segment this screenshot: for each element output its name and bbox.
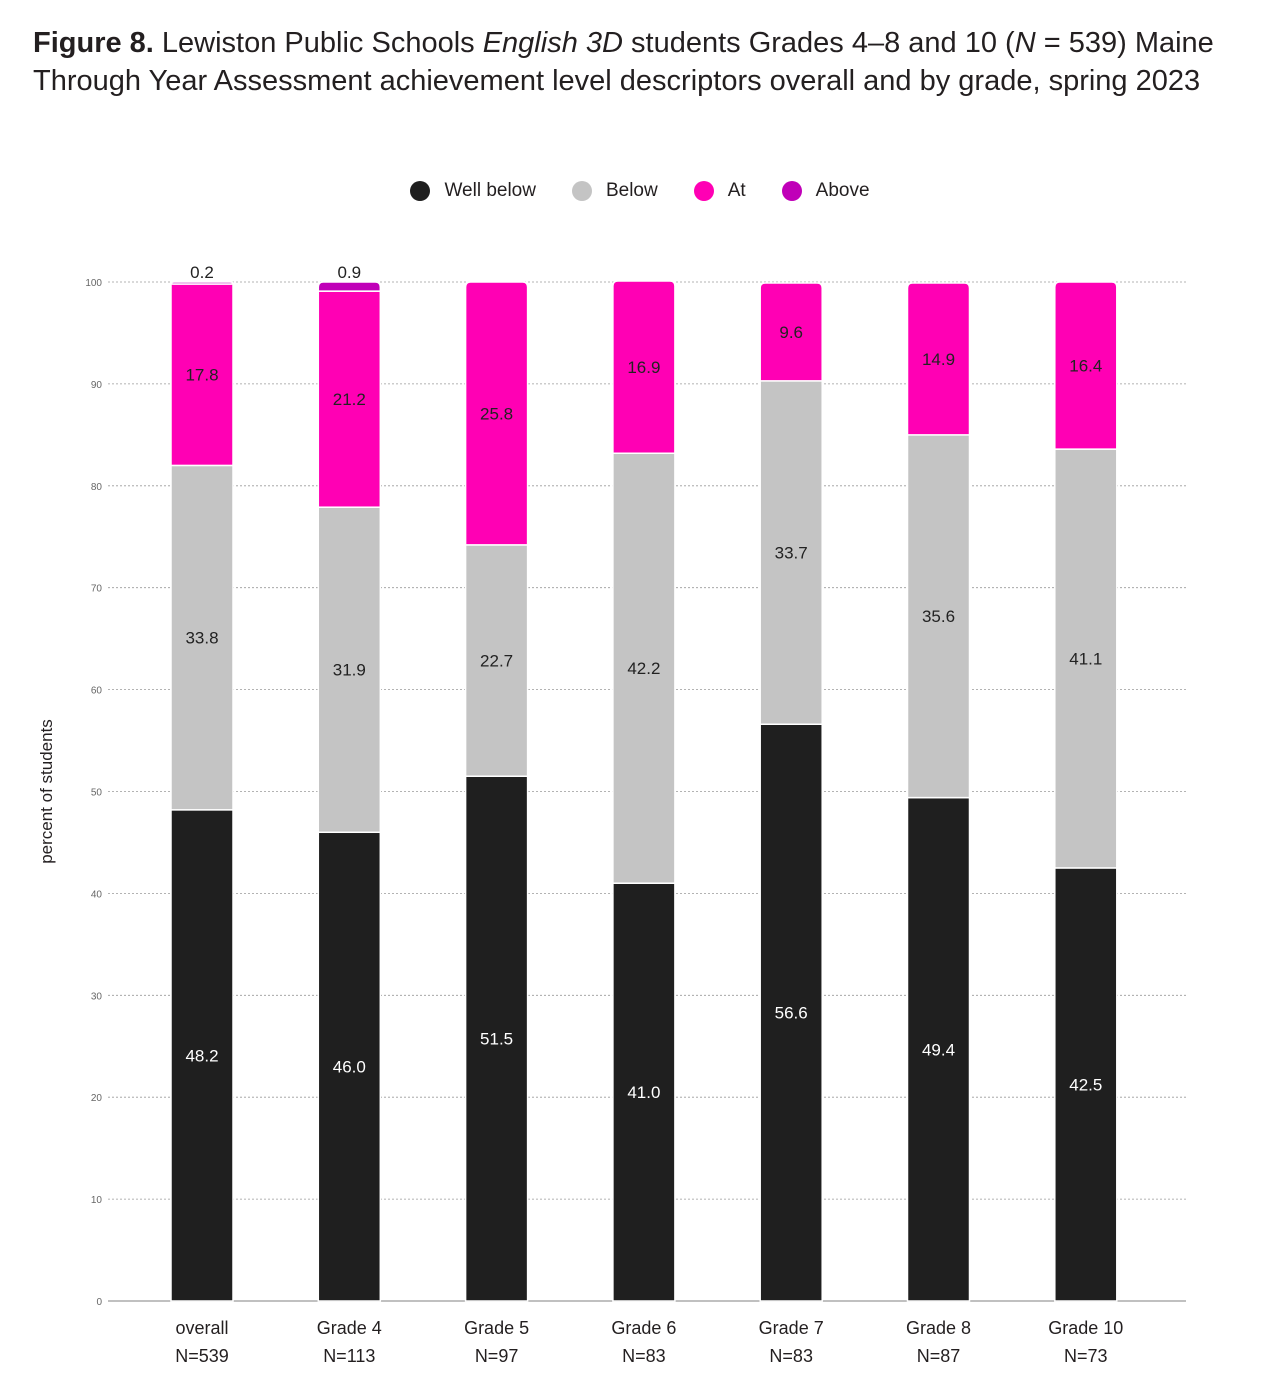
x-tick-n-grade-6: N=83 <box>622 1346 666 1366</box>
data-label-well-below-grade-4: 46.0 <box>333 1058 366 1077</box>
x-tick-n-grade-7: N=83 <box>769 1346 813 1366</box>
x-tick-label-grade-6: Grade 6 <box>611 1318 676 1338</box>
bar-below-grade-7 <box>759 380 823 725</box>
data-label-at-grade-8: 14.9 <box>922 350 955 369</box>
data-label-above-overall: 0.2 <box>190 263 214 282</box>
bar-at-grade-7 <box>759 282 823 382</box>
data-label-below-grade-10: 41.1 <box>1069 650 1102 669</box>
data-label-well-below-overall: 48.2 <box>185 1046 218 1065</box>
data-label-well-below-grade-10: 42.5 <box>1069 1075 1102 1094</box>
bar-at-overall <box>170 283 234 467</box>
data-label-at-grade-6: 16.9 <box>627 358 660 377</box>
legend-label-at: At <box>727 180 746 201</box>
bar-at-grade-10 <box>1054 281 1118 450</box>
legend-label-below: Below <box>605 180 658 201</box>
data-label-at-grade-7: 9.6 <box>779 323 803 342</box>
y-tick-label-10: 10 <box>91 1195 103 1206</box>
chart-legend: Well below Below At Above <box>0 180 1280 202</box>
y-tick-label-70: 70 <box>91 584 103 595</box>
y-axis-title: percent of students <box>37 719 56 864</box>
bar-above-overall <box>170 281 234 285</box>
title-program-name: English 3D <box>482 27 623 59</box>
data-label-at-grade-4: 21.2 <box>333 390 366 409</box>
bar-below-grade-8 <box>906 434 971 799</box>
legend-swatch-above <box>781 181 802 201</box>
bar-well-below-grade-7 <box>759 723 823 1302</box>
bar-well-below-grade-6 <box>612 882 676 1302</box>
y-tick-label-30: 30 <box>91 991 103 1002</box>
bar-above-grade-4 <box>317 281 382 292</box>
x-tick-label-grade-7: Grade 7 <box>759 1318 824 1338</box>
x-tick-label-grade-5: Grade 5 <box>464 1318 529 1338</box>
title-text-1: Lewiston Public Schools <box>153 27 483 59</box>
x-tick-n-grade-8: N=87 <box>917 1346 961 1366</box>
bar-well-below-grade-8 <box>906 796 971 1302</box>
legend-swatch-well-below <box>410 181 431 201</box>
data-label-at-grade-10: 16.4 <box>1069 357 1102 376</box>
bar-well-below-grade-10 <box>1054 867 1118 1302</box>
bar-below-grade-4 <box>317 506 382 834</box>
data-label-above-grade-4: 0.9 <box>337 263 361 282</box>
legend-label-well-below: Well below <box>444 180 536 201</box>
data-label-below-grade-7: 33.7 <box>775 544 808 563</box>
figure-label: Figure 8. <box>33 27 154 59</box>
y-tick-label-100: 100 <box>85 278 102 289</box>
data-label-well-below-grade-8: 49.4 <box>922 1040 955 1059</box>
data-label-below-overall: 33.8 <box>185 629 218 648</box>
y-tick-label-50: 50 <box>91 788 103 799</box>
figure-title: Figure 8. Lewiston Public Schools Englis… <box>33 24 1253 100</box>
legend-item-at: At <box>693 180 746 202</box>
y-tick-label-80: 80 <box>91 482 103 493</box>
y-tick-label-60: 60 <box>91 686 103 697</box>
data-label-at-overall: 17.8 <box>185 366 218 385</box>
legend-item-below: Below <box>571 180 658 202</box>
bar-at-grade-4 <box>317 290 382 508</box>
x-tick-n-grade-10: N=73 <box>1064 1346 1108 1366</box>
title-n-symbol: N <box>1014 27 1036 59</box>
x-tick-n-grade-4: N=113 <box>323 1346 375 1366</box>
legend-swatch-at <box>693 181 714 201</box>
x-tick-n-overall: N=539 <box>175 1346 229 1366</box>
x-tick-label-grade-4: Grade 4 <box>317 1318 382 1338</box>
x-tick-label-grade-10: Grade 10 <box>1048 1318 1123 1338</box>
bar-at-grade-5 <box>464 281 529 546</box>
y-tick-label-40: 40 <box>91 889 103 900</box>
data-label-below-grade-6: 42.2 <box>627 659 660 678</box>
bar-well-below-grade-5 <box>464 775 529 1302</box>
title-text-2: students Grades 4–8 and 10 ( <box>622 27 1015 59</box>
y-tick-label-0: 0 <box>96 1297 102 1308</box>
x-tick-label-grade-8: Grade 8 <box>906 1318 971 1338</box>
data-label-at-grade-5: 25.8 <box>480 404 513 423</box>
bar-at-grade-8 <box>906 282 971 436</box>
legend-label-above: Above <box>815 180 870 201</box>
data-label-below-grade-5: 22.7 <box>480 652 513 671</box>
y-tick-label-20: 20 <box>91 1093 103 1104</box>
title-text-3: = 539) Maine Through Year Assessment ach… <box>33 27 1214 97</box>
data-label-well-below-grade-5: 51.5 <box>480 1030 513 1049</box>
x-tick-n-grade-5: N=97 <box>475 1346 519 1366</box>
bar-below-grade-6 <box>612 452 676 884</box>
data-label-well-below-grade-7: 56.6 <box>775 1004 808 1023</box>
legend-swatch-below <box>571 181 592 201</box>
bar-well-below-grade-4 <box>317 831 382 1302</box>
x-tick-label-overall: overall <box>175 1318 228 1338</box>
legend-item-above: Above <box>781 180 870 202</box>
legend-item-well-below: Well below <box>410 180 536 202</box>
data-label-below-grade-8: 35.6 <box>922 607 955 626</box>
y-tick-label-90: 90 <box>91 380 103 391</box>
bar-below-overall <box>170 464 234 811</box>
bar-at-grade-6 <box>612 280 676 454</box>
data-label-well-below-grade-6: 41.0 <box>627 1083 660 1102</box>
data-label-below-grade-4: 31.9 <box>333 661 366 680</box>
